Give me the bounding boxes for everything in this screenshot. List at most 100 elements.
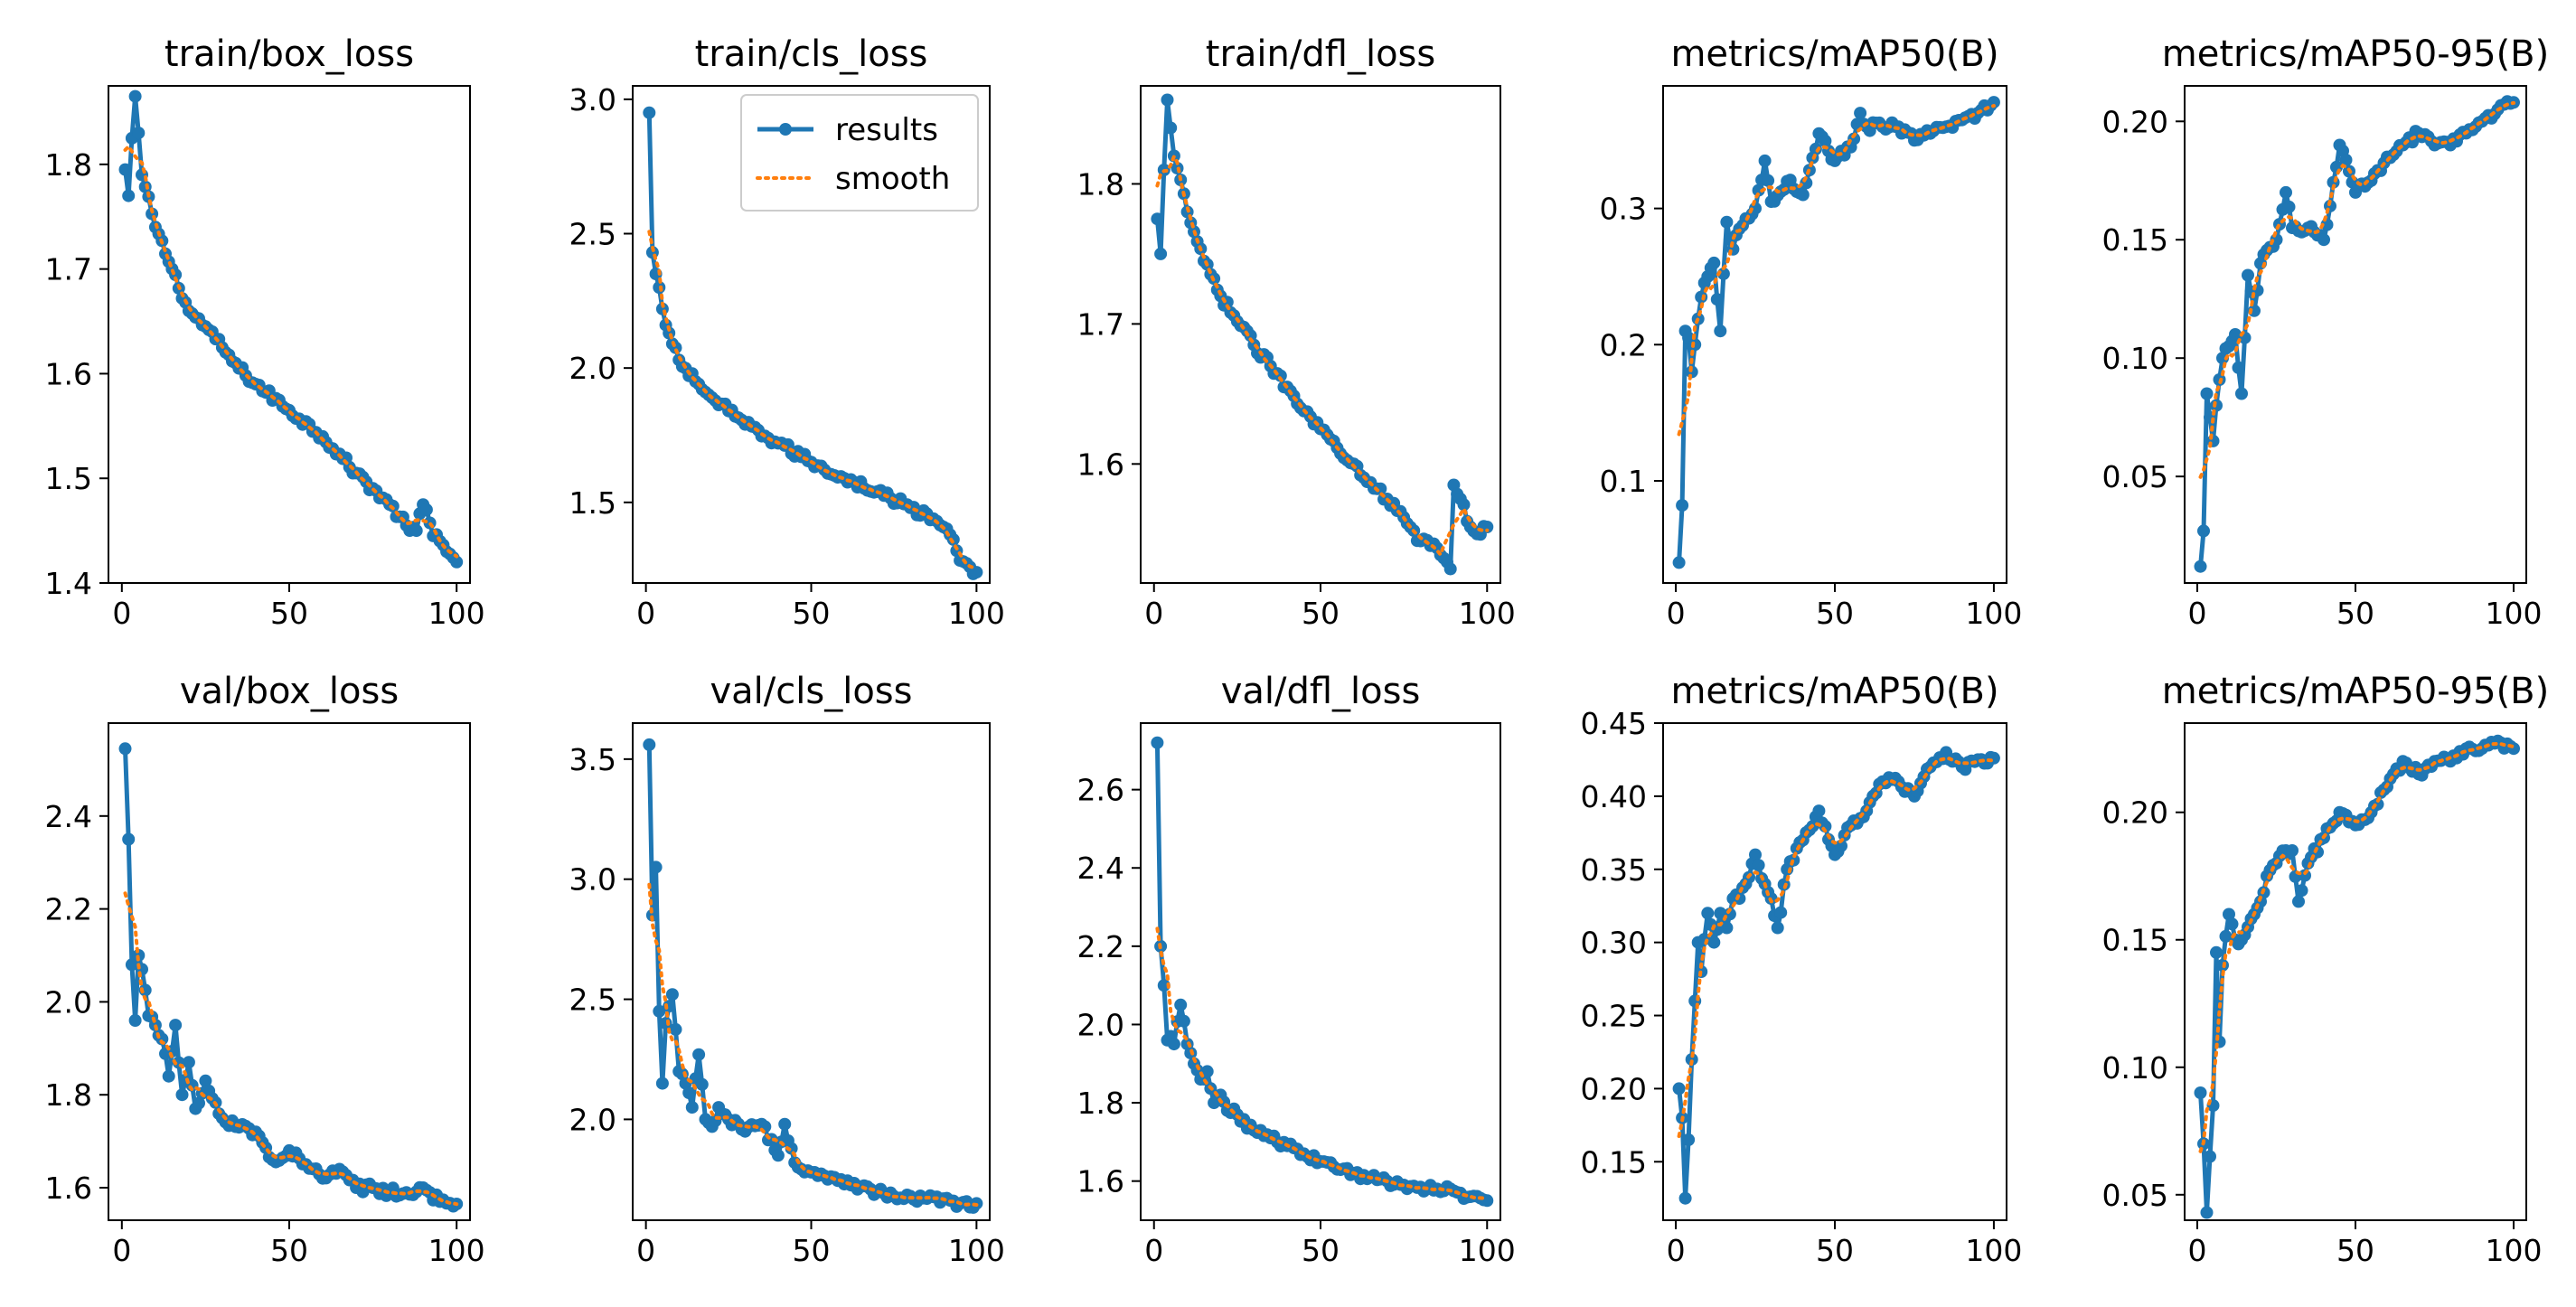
results-point (1174, 998, 1188, 1011)
results-point (1161, 93, 1174, 107)
results-point (2194, 559, 2207, 573)
results-point (1151, 736, 1164, 749)
y-tick-label: 1.4 (45, 566, 92, 601)
results-point (2200, 387, 2214, 400)
chart-title: val/dfl_loss (1221, 671, 1421, 712)
results-point (1771, 921, 1784, 935)
results-point (1774, 906, 1788, 919)
smooth-line (2198, 100, 2515, 479)
smooth-line (2198, 741, 2515, 1153)
results-point (649, 860, 663, 874)
chart-panel: metrics/mAP50(B) 0 50 100 0.15 0.20 0.25 0.30 0.… (1581, 671, 2023, 1268)
results-point (2282, 200, 2296, 213)
x-tick-label: 100 (948, 596, 1005, 631)
chart-panel: val/dfl_loss 0 50 100 1.6 1.8 2.0 2.2 2.4 2.6 (1077, 671, 1516, 1268)
results-point (118, 742, 132, 756)
results-point (1678, 1191, 1692, 1205)
results-point (193, 1096, 205, 1110)
chart-title: metrics/mAP50-95(B) (2162, 671, 2549, 712)
y-tick-label: 2.0 (569, 351, 616, 386)
legend-results-label: results (835, 112, 938, 148)
y-tick-label: 0.15 (2102, 923, 2168, 958)
results-point (2339, 154, 2353, 166)
results-point (182, 1056, 195, 1069)
y-tick-label: 1.8 (45, 147, 92, 183)
results-point (1707, 936, 1721, 949)
results-point (419, 503, 433, 516)
results-point (1157, 979, 1170, 992)
x-tick-label: 100 (948, 1233, 1005, 1268)
y-tick-label: 3.0 (569, 862, 616, 898)
chart-panel: metrics/mAP50-95(B) 0 50 100 0.05 0.10 0.15 0.2… (2102, 671, 2550, 1268)
y-tick-label: 3.5 (569, 742, 616, 777)
results-point (2194, 1086, 2207, 1099)
results-point (692, 1048, 706, 1061)
results-point (2210, 945, 2223, 959)
chart-panel: train/dfl_loss 0 50 100 1.6 1.7 1.8 (1077, 33, 1516, 631)
results-point (2216, 352, 2229, 365)
results-point (643, 738, 656, 751)
chart-panel: metrics/mAP50-95(B) 0 50 100 0.05 0.10 0.15 0.2… (2102, 33, 2550, 631)
results-point (1177, 1014, 1190, 1028)
x-tick-label: 0 (636, 1233, 655, 1268)
y-tick-label: 0.2 (1600, 327, 1647, 362)
results-point (1682, 1133, 1696, 1146)
results-point (2242, 268, 2254, 282)
smooth-line (647, 230, 979, 571)
results-point (132, 127, 146, 140)
y-tick-label: 0.05 (2102, 459, 2168, 494)
x-tick-label: 50 (270, 1233, 308, 1268)
y-tick-label: 1.7 (45, 252, 92, 287)
chart-panel: train/cls_loss 0 50 100 1.5 2.0 2.5 3.0 results s… (569, 33, 1005, 631)
x-tick-label: 100 (1459, 596, 1516, 631)
y-tick-label: 1.5 (45, 461, 92, 496)
results-point (1688, 338, 1702, 352)
results-point (2229, 328, 2242, 341)
results-point (1720, 921, 1734, 935)
y-tick-label: 0.10 (2102, 1050, 2168, 1086)
y-tick-label: 1.6 (1077, 447, 1124, 482)
y-tick-label: 0.45 (1581, 706, 1647, 741)
results-point (1720, 215, 1734, 229)
results-point (2292, 895, 2305, 908)
y-tick-label: 0.3 (1600, 192, 1647, 227)
results-point (2197, 524, 2210, 538)
x-tick-label: 0 (2188, 1233, 2207, 1268)
y-tick-label: 2.0 (45, 984, 92, 1020)
x-tick-label: 50 (1302, 1233, 1340, 1268)
results-point (1835, 839, 1847, 852)
results-point (2320, 218, 2334, 231)
y-tick-label: 2.5 (569, 983, 616, 1018)
results-point (1164, 121, 1178, 135)
results-point (1701, 907, 1715, 920)
y-tick-label: 2.4 (1077, 851, 1124, 886)
results-point (1714, 324, 1727, 338)
results-point (1672, 1082, 1686, 1095)
y-tick-label: 0.35 (1581, 852, 1647, 888)
x-tick-label: 0 (112, 1233, 131, 1268)
results-point (1987, 96, 2000, 109)
x-tick-label: 100 (1965, 1233, 2022, 1268)
results-line (123, 94, 459, 564)
y-tick-label: 1.8 (1077, 166, 1124, 202)
results-point (1752, 859, 1765, 872)
results-point (1758, 154, 1772, 167)
results-point (771, 1149, 785, 1162)
results-point (778, 1117, 792, 1131)
results-point (695, 1077, 709, 1091)
results-point (1676, 499, 1689, 512)
results-point (1752, 183, 1765, 197)
results-point (138, 180, 152, 193)
results-point (645, 908, 659, 922)
results-point (1733, 892, 1746, 906)
y-tick-label: 0.20 (2102, 795, 2168, 831)
results-point (128, 89, 142, 103)
y-tick-label: 0.20 (2102, 104, 2168, 139)
x-tick-label: 100 (428, 1233, 485, 1268)
results-point (128, 1014, 142, 1027)
results-point (122, 189, 136, 202)
y-tick-label: 3.0 (569, 82, 616, 118)
y-tick-label: 1.6 (45, 1171, 92, 1206)
y-tick-label: 0.15 (2102, 222, 2168, 258)
results-point (1854, 107, 1867, 120)
